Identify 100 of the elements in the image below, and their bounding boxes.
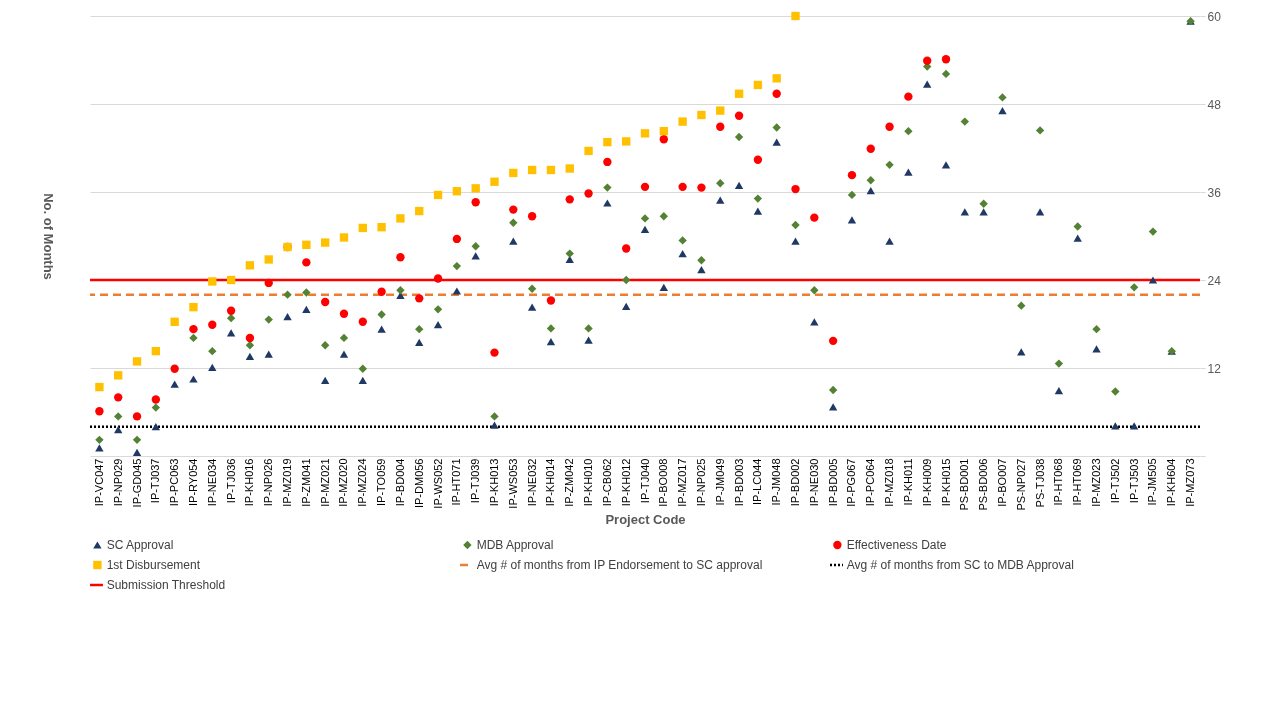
x-tick-label: IP-MZ017 — [676, 458, 689, 507]
point — [791, 184, 800, 194]
point — [734, 181, 744, 190]
point — [114, 425, 123, 434]
x-tick-label: IP-TO059 — [375, 458, 388, 506]
point — [998, 93, 1007, 102]
point — [490, 348, 499, 357]
point — [1035, 208, 1045, 216]
point — [377, 287, 386, 296]
point — [584, 146, 593, 156]
point — [114, 393, 123, 402]
point — [1054, 387, 1064, 395]
x-tick-label: IP-KH604 — [1165, 458, 1178, 507]
point — [640, 214, 650, 223]
point — [847, 216, 857, 224]
point — [114, 371, 123, 380]
point — [1017, 301, 1026, 310]
point — [791, 11, 800, 21]
point — [697, 183, 706, 192]
point — [132, 448, 142, 456]
point — [170, 364, 179, 373]
x-tick-label: IP-TJ502 — [1108, 458, 1121, 504]
legend-label: Submission Threshold — [106, 578, 226, 592]
point — [772, 89, 781, 98]
point — [226, 275, 236, 285]
point — [847, 170, 857, 180]
point — [1148, 276, 1158, 284]
point — [170, 317, 179, 326]
point — [734, 89, 744, 98]
point — [302, 240, 311, 249]
point — [433, 305, 443, 314]
point — [358, 364, 367, 373]
point — [810, 318, 819, 326]
point — [866, 176, 875, 185]
point — [584, 336, 593, 344]
point — [753, 194, 763, 203]
point — [546, 337, 556, 346]
point — [320, 238, 330, 247]
x-tick-label: IP-KH010 — [582, 458, 595, 507]
x-tick-label: IP-NE032 — [525, 458, 538, 507]
x-tick-label: IP-PC064 — [864, 458, 877, 507]
point — [1092, 324, 1101, 334]
point — [396, 214, 405, 223]
point — [885, 122, 894, 131]
point — [772, 123, 781, 132]
legend-label: MDB Approval — [476, 538, 554, 552]
point — [208, 346, 217, 356]
point — [753, 155, 763, 164]
x-tick-label: IP-ZM041 — [299, 458, 312, 507]
x-tick-label: IP-KH011 — [901, 458, 914, 506]
x-tick-label: PS-NP027 — [1014, 458, 1027, 511]
point — [772, 138, 781, 146]
point — [452, 234, 462, 244]
point — [208, 277, 217, 286]
point — [716, 196, 725, 204]
x-tick-label: IP-JM505 — [1146, 458, 1159, 506]
point — [565, 249, 574, 258]
point — [170, 380, 179, 388]
point — [734, 132, 744, 142]
x-tick-label: IP-ZM042 — [563, 458, 576, 507]
point — [151, 395, 161, 404]
point — [565, 164, 574, 173]
point — [716, 179, 725, 188]
point — [753, 80, 763, 90]
point — [622, 244, 631, 253]
point — [339, 233, 349, 242]
point — [697, 266, 706, 274]
point — [885, 237, 894, 245]
legend-label: 1st Disbursement — [106, 558, 201, 572]
x-tick-label: IP-JM048 — [770, 458, 783, 506]
x-tick-label: IP-MZ019 — [281, 458, 294, 507]
x-tick-label: IP-BD004 — [393, 458, 406, 507]
point — [377, 325, 386, 333]
x-tick-label: IP-NP026 — [262, 458, 275, 507]
point — [810, 286, 819, 295]
x-tick-label: IP-NP025 — [694, 458, 707, 507]
point — [1111, 422, 1120, 430]
point — [904, 168, 913, 176]
x-tick-label: IP-PG067 — [845, 458, 858, 507]
point — [546, 324, 556, 333]
point — [716, 106, 725, 115]
point — [960, 208, 970, 216]
point — [471, 242, 480, 251]
point — [1111, 387, 1120, 396]
point — [1073, 222, 1082, 231]
point — [509, 205, 518, 214]
point — [490, 177, 499, 186]
x-tick-label: IP-BO007 — [995, 458, 1008, 507]
point — [490, 421, 499, 429]
point — [114, 412, 123, 421]
point — [603, 183, 612, 192]
x-tick-label: IP-BD005 — [826, 458, 839, 507]
x-tick-label: PS-BD006 — [977, 458, 990, 511]
point — [132, 412, 142, 421]
point — [810, 213, 819, 222]
point — [734, 111, 744, 120]
point — [885, 160, 894, 170]
x-tick-label: IP-HT068 — [1052, 458, 1065, 506]
x-tick-label: IP-BO008 — [657, 458, 670, 507]
point — [960, 117, 970, 126]
